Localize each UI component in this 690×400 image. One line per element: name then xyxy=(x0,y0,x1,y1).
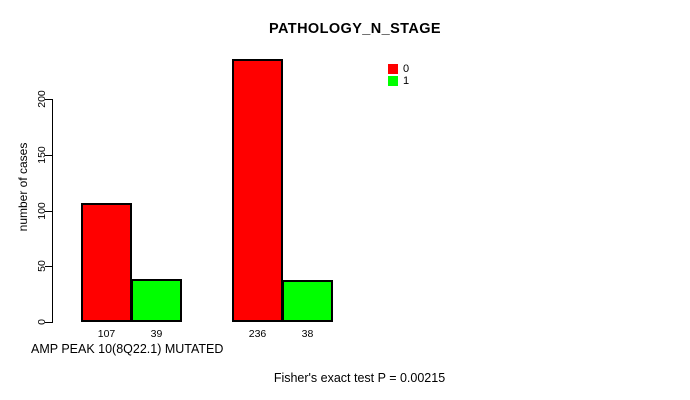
legend-swatch-1 xyxy=(388,75,398,86)
bar-series0-group1 xyxy=(232,59,283,322)
bar-value-label: 38 xyxy=(301,328,314,340)
bar-series1-group1 xyxy=(282,279,333,322)
y-axis-tick xyxy=(45,99,52,101)
bar-value-label: 107 xyxy=(97,328,116,340)
y-tick-label: 50 xyxy=(36,260,48,273)
y-axis-tick xyxy=(45,266,52,268)
y-axis-line xyxy=(52,99,53,323)
legend-swatch-0 xyxy=(388,64,398,74)
y-tick-label: 150 xyxy=(36,146,48,164)
y-tick-label: 200 xyxy=(36,90,48,109)
y-axis-tick xyxy=(45,210,52,212)
bar-series1-group0 xyxy=(131,278,182,322)
legend-label: 0 xyxy=(403,63,410,75)
y-tick-label: 0 xyxy=(36,319,48,325)
bar-value-label: 39 xyxy=(150,328,163,340)
y-axis-title: number of cases xyxy=(16,142,30,232)
y-axis-tick xyxy=(45,155,52,157)
y-axis-tick xyxy=(45,322,52,323)
chart-title: PATHOLOGY_N_STAGE xyxy=(269,21,441,37)
bar-series0-group0 xyxy=(81,202,132,322)
legend-label: 1 xyxy=(403,74,410,87)
fisher-test-annotation: Fisher's exact test P = 0.00215 xyxy=(273,371,446,385)
x-axis-title: AMP PEAK 10(8Q22.1) MUTATED xyxy=(31,342,224,356)
y-tick-label: 100 xyxy=(36,201,48,220)
bar-value-label: 236 xyxy=(248,328,267,340)
